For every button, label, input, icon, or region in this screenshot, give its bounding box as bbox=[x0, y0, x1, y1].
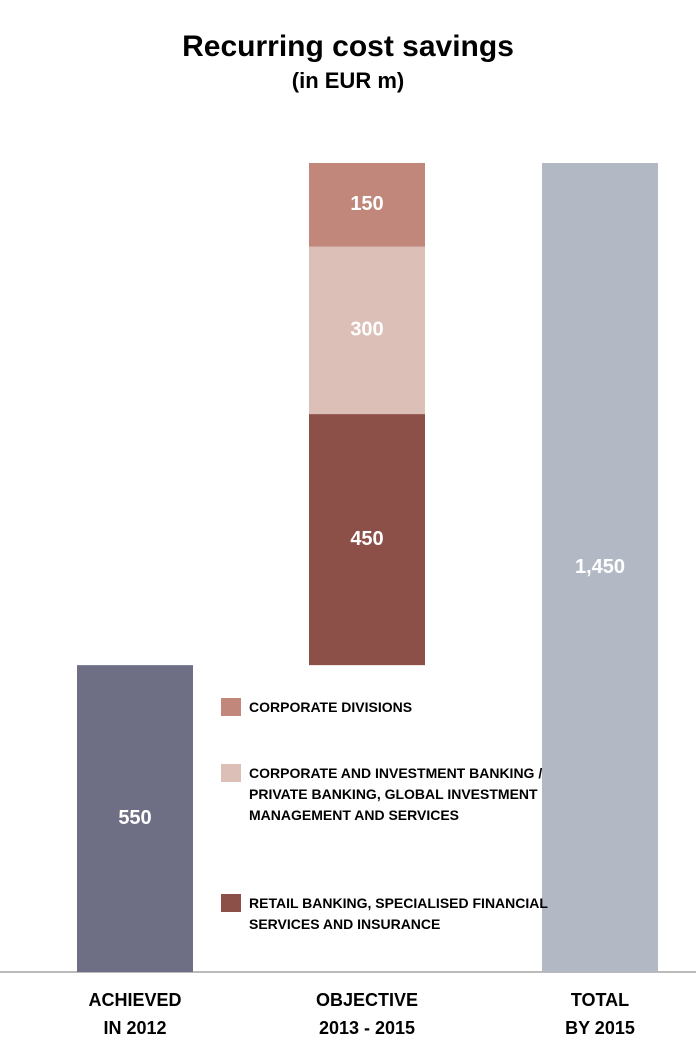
legend-label: CORPORATE DIVISIONS bbox=[249, 699, 413, 715]
x-tick-label: BY 2015 bbox=[565, 1018, 635, 1038]
value-label: 300 bbox=[350, 319, 383, 341]
value-label: 1,450 bbox=[575, 556, 625, 578]
bar bbox=[542, 163, 658, 972]
bar bbox=[309, 246, 425, 415]
x-tick-label: OBJECTIVE bbox=[316, 990, 418, 1010]
legend-label: CORPORATE AND INVESTMENT BANKING / PRIVA… bbox=[249, 765, 543, 823]
value-label: 450 bbox=[350, 528, 383, 550]
x-tick-label: ACHIEVED bbox=[88, 990, 181, 1010]
bar bbox=[309, 163, 425, 247]
legend-swatch bbox=[221, 894, 241, 912]
legend-swatch bbox=[221, 764, 241, 782]
chart-title: Recurring cost savings bbox=[182, 30, 514, 63]
value-label: 150 bbox=[350, 193, 383, 215]
legend-swatch bbox=[221, 698, 241, 716]
x-tick-label: 2013 - 2015 bbox=[319, 1018, 415, 1038]
x-tick-label: TOTAL bbox=[571, 990, 629, 1010]
bar bbox=[77, 665, 193, 972]
chart-subtitle: (in EUR m) bbox=[292, 68, 404, 93]
x-tick-label: IN 2012 bbox=[103, 1018, 166, 1038]
value-label: 550 bbox=[118, 807, 151, 829]
legend-label: RETAIL BANKING, SPECIALISED FINANCIAL SE… bbox=[249, 895, 548, 932]
bar bbox=[309, 414, 425, 666]
